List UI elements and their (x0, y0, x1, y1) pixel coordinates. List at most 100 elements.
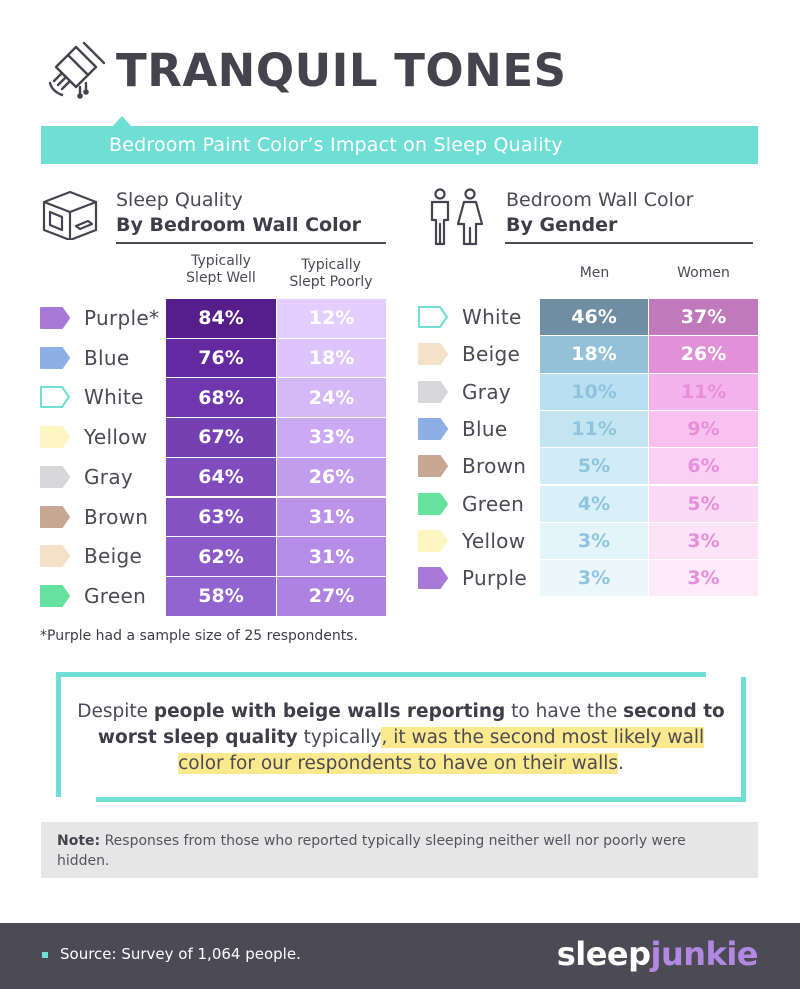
callout-part1: Despite (77, 701, 154, 722)
callout-bold2: second to worst sleep quality (97, 701, 725, 748)
left-col-header-slept-poorly-line1: Typically (301, 257, 361, 273)
right-cell-men: 5% (540, 448, 648, 485)
left-heading-line1: Sleep Quality (116, 189, 243, 211)
left-row-label-white: White (40, 382, 144, 412)
left-cell-slept-poorly: 26% (277, 457, 386, 497)
color-swatch-icon (418, 380, 448, 403)
left-cell-slept-well: 58% (166, 576, 276, 616)
left-heading-line2: By Bedroom Wall Color (116, 214, 362, 236)
right-row-name: Purple (462, 566, 527, 591)
right-row-label-beige: Beige (418, 339, 520, 369)
color-swatch-icon (40, 584, 70, 607)
right-cell-women: 6% (649, 448, 758, 485)
right-section-heading: Bedroom Wall Color By Gender (424, 188, 693, 246)
room-icon (42, 190, 98, 240)
callout-box: Despite people with beige walls reportin… (56, 672, 746, 802)
right-cell-women: 3% (649, 522, 758, 560)
right-row-label-brown: Brown (418, 451, 526, 481)
right-row-name: Green (462, 491, 525, 516)
left-row-name: Purple* (84, 306, 160, 330)
man-woman-icon (430, 188, 484, 246)
right-cell-women: 26% (649, 336, 758, 373)
subtitle-bar: Bedroom Paint Color’s Impact on Sleep Qu… (41, 126, 758, 164)
left-col-header-slept-well-line2: Slept Well (186, 270, 256, 286)
left-cell-slept-poorly: 31% (277, 537, 386, 576)
color-swatch-icon (40, 346, 70, 369)
left-row-label-yellow: Yellow (40, 422, 147, 452)
color-swatch-icon (418, 343, 448, 366)
right-row-label-blue: Blue (418, 414, 507, 444)
color-swatch-icon (40, 465, 70, 488)
color-swatch-icon (40, 505, 70, 528)
right-col-header-men: Men (579, 265, 610, 281)
left-cell-slept-well: 67% (166, 418, 276, 457)
left-row-name: Blue (84, 345, 130, 370)
right-row-name: Gray (462, 379, 512, 404)
callout-gap-top (706, 672, 746, 677)
paint-brush-icon (48, 41, 106, 99)
right-col-header-women: Women (677, 265, 730, 281)
right-cell-men: 11% (540, 410, 648, 448)
right-row-label-gray: Gray (418, 377, 511, 407)
color-swatch-icon (418, 455, 448, 478)
color-swatch-icon (40, 386, 70, 409)
color-swatch-icon (40, 545, 70, 568)
left-cell-slept-well: 64% (166, 457, 276, 497)
right-cell-women: 11% (649, 373, 758, 410)
callout-part2: to have the (505, 701, 624, 722)
right-cell-men: 3% (540, 522, 648, 560)
callout-text: Despite people with beige walls reportin… (61, 699, 741, 777)
callout-bold1: people with beige walls reporting (153, 701, 506, 722)
left-cell-slept-poorly: 24% (277, 378, 386, 418)
callout-gap-bottom (56, 797, 96, 802)
right-cell-women: 3% (649, 560, 758, 597)
right-row-name: Yellow (462, 528, 526, 553)
right-heading-line1: Bedroom Wall Color (506, 189, 694, 211)
page-title: TRANQUIL TONES (116, 43, 567, 97)
brand-logo: sleepjunkie (556, 935, 759, 973)
left-cell-slept-well: 63% (166, 497, 276, 537)
note-text: Responses from those who reported typica… (57, 833, 686, 869)
left-cell-slept-well: 68% (166, 378, 276, 418)
left-row-name: Yellow (84, 425, 148, 450)
left-cell-slept-well: 76% (166, 338, 276, 378)
left-row-name: Brown (84, 504, 149, 529)
left-heading-rule (116, 242, 386, 244)
subtitle: Bedroom Paint Color’s Impact on Sleep Qu… (109, 134, 563, 156)
left-col-header-slept-well: Typically Slept Well (166, 253, 276, 287)
footer: Source: Survey of 1,064 people. sleepjun… (0, 923, 800, 989)
left-row-label-blue: Blue (40, 343, 129, 373)
right-row-label-yellow: Yellow (418, 526, 525, 556)
subtitle-notch (112, 116, 132, 127)
left-col-header-slept-poorly: Typically Slept Poorly (276, 257, 386, 291)
right-cell-men: 18% (540, 336, 648, 373)
left-cell-slept-well: 84% (166, 299, 276, 338)
left-cell-slept-poorly: 12% (277, 299, 386, 338)
footnote: *Purple had a sample size of 25 responde… (40, 628, 358, 644)
right-cell-men: 46% (540, 299, 648, 336)
right-cell-women: 37% (649, 299, 758, 336)
left-row-label-gray: Gray (40, 462, 133, 492)
right-heading-line2: By Gender (506, 214, 618, 236)
color-swatch-icon (418, 492, 448, 515)
left-row-label-brown: Brown (40, 502, 148, 532)
left-row-name: Gray (84, 464, 134, 489)
brand-logo-part1: sleep (556, 935, 651, 973)
right-row-name: Brown (462, 454, 527, 479)
right-heading-rule (505, 242, 753, 244)
right-cell-men: 3% (540, 560, 648, 597)
note-box: Note: Responses from those who reported … (41, 822, 758, 878)
color-swatch-icon (418, 567, 448, 590)
color-swatch-icon (418, 417, 448, 440)
right-row-label-green: Green (418, 489, 524, 519)
color-swatch-icon (418, 306, 448, 328)
callout-part4: . (618, 753, 624, 774)
left-cell-slept-poorly: 31% (277, 497, 386, 537)
right-cell-women: 9% (649, 410, 758, 448)
left-cell-slept-well: 62% (166, 537, 276, 576)
left-col-header-slept-well-line1: Typically (191, 253, 251, 269)
header: TRANQUIL TONES (46, 38, 566, 102)
callout-part3: typically (297, 727, 382, 748)
note-label: Note: (57, 833, 101, 849)
right-cell-men: 4% (540, 485, 648, 522)
